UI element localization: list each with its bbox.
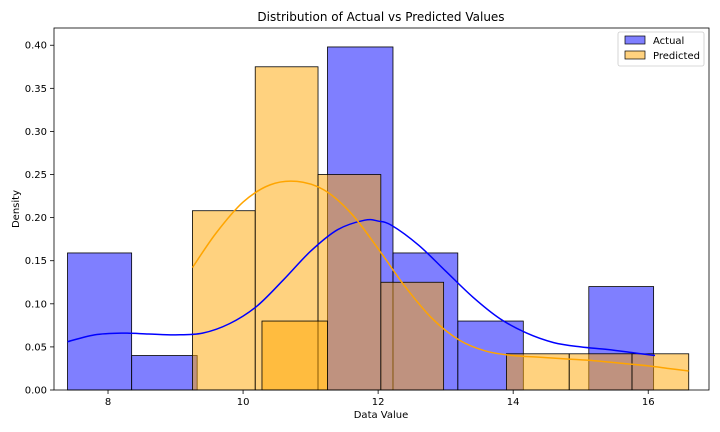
y-axis-label: Density: [11, 190, 22, 228]
y-tick-label: 0.20: [25, 213, 47, 224]
legend-label-actual: Actual: [653, 36, 684, 47]
y-tick-label: 0.35: [25, 84, 47, 95]
x-tick-label: 14: [507, 397, 520, 408]
predicted-bar: [192, 210, 256, 391]
predicted-bar: [380, 281, 445, 391]
y-tick-label: 0.15: [25, 256, 47, 267]
x-axis: 8 10 12 14 16: [105, 390, 655, 408]
x-tick-label: 10: [237, 397, 250, 408]
y-tick-label: 0.30: [25, 127, 47, 138]
actual-bar: [67, 252, 133, 391]
legend-swatch-predicted: [624, 50, 646, 60]
chart-title: Distribution of Actual vs Predicted Valu…: [257, 10, 504, 24]
x-axis-label: Data Value: [354, 410, 409, 421]
y-tick-label: 0.00: [25, 386, 47, 397]
legend-label-predicted: Predicted: [653, 51, 700, 62]
predicted-bars: [192, 66, 690, 391]
y-tick-label: 0.40: [25, 41, 47, 52]
y-axis: 0.00 0.05 0.10 0.15 0.20 0.25 0.30 0.35 0.40: [25, 41, 54, 397]
actual-kde-line: [67, 218, 656, 357]
legend: Actual Predicted: [617, 31, 705, 67]
y-tick-label: 0.05: [25, 342, 47, 353]
y-tick-label: 0.25: [25, 170, 47, 181]
actual-bar: [131, 355, 198, 391]
predicted-bar: [631, 353, 690, 391]
legend-swatch-actual: [624, 35, 646, 45]
y-tick-label: 0.10: [25, 299, 47, 310]
x-tick-label: 12: [372, 397, 385, 408]
plot-frame: [53, 27, 710, 391]
x-tick-label: 8: [105, 397, 111, 408]
predicted-kde-line: [191, 180, 689, 372]
predicted-bar: [261, 320, 328, 391]
x-tick-label: 16: [642, 397, 655, 408]
kde-lines: [67, 180, 689, 372]
